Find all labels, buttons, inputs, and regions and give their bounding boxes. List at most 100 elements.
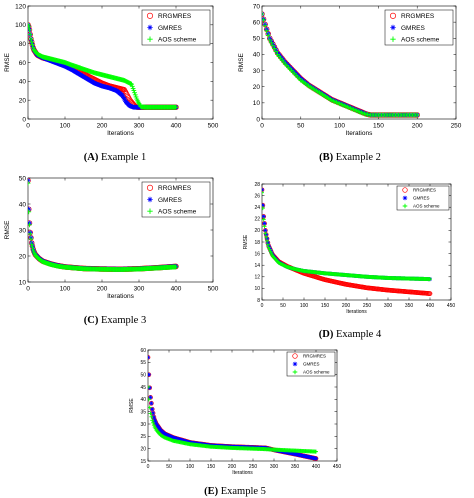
series-point [272, 46, 277, 52]
series-point [264, 235, 269, 240]
series-point [148, 372, 151, 377]
series-point [389, 12, 397, 19]
y-tick-label: 60 [19, 60, 27, 67]
chart-panel: 0 50 100 150 200 250 300 350 400 450 8 10 12 14 16 18 20… [243, 182, 455, 340]
data-series [262, 190, 432, 282]
x-tick-label: 200 [342, 303, 351, 309]
series-point [263, 231, 268, 236]
y-tick-label: 55 [140, 360, 146, 366]
series-point [130, 86, 136, 91]
y-tick-label: 50 [140, 372, 146, 378]
panel-caption: (C) Example 3 [84, 315, 146, 326]
series-point [150, 407, 155, 412]
series-point [262, 23, 268, 29]
y-tick-label: 28 [254, 182, 260, 188]
series-point [29, 241, 35, 247]
legend: RRGMRES GMRES AOS scheme [286, 351, 336, 377]
series-point [265, 32, 271, 38]
series-point [148, 385, 150, 389]
series-point [149, 401, 154, 406]
y-tick-label: 40 [253, 52, 261, 59]
series-point [146, 12, 154, 19]
legend-entry: AOS scheme [401, 36, 440, 43]
chart-panel: 0 100 200 300 400 500 0 20 40 60 80 100 120 Iteration… [4, 3, 219, 163]
series-point [173, 264, 179, 270]
series-point [148, 397, 151, 402]
caption-letter: (B) [319, 152, 334, 163]
series-point [265, 238, 270, 243]
caption-letter: (A) [84, 152, 99, 163]
series-point [133, 94, 139, 100]
x-tick-label: 150 [207, 464, 216, 470]
y-tick-label: 18 [254, 240, 260, 246]
x-tick-label: 50 [297, 123, 305, 130]
series-point [28, 236, 34, 242]
x-tick-label: 50 [280, 303, 286, 309]
series-point [269, 251, 274, 256]
series-point [402, 195, 408, 201]
series-point [262, 217, 266, 222]
x-tick-label: 250 [363, 303, 372, 309]
series-point [122, 89, 129, 96]
y-tick-label: 50 [19, 175, 27, 182]
series-point [148, 405, 152, 410]
y-axis-label: RMSE [4, 52, 11, 71]
series-point [265, 242, 270, 247]
series-point [148, 411, 153, 416]
series-point [28, 27, 32, 33]
x-tick-label: 300 [384, 303, 393, 309]
y-tick-label: 10 [19, 279, 27, 286]
series-point [28, 24, 32, 30]
series-point [147, 36, 153, 42]
x-tick-label: 100 [334, 123, 345, 130]
series-point [121, 87, 127, 93]
series-point [28, 206, 32, 212]
legend-entry: AOS scheme [303, 370, 330, 375]
series-point [292, 353, 298, 359]
x-tick-label: 400 [312, 464, 321, 470]
y-tick-label: 12 [254, 275, 260, 281]
x-tick-label: 450 [447, 303, 456, 309]
series-point [268, 40, 274, 46]
series-point [148, 355, 150, 360]
panel-caption: (A) Example 1 [84, 152, 146, 163]
y-tick-label: 30 [140, 422, 146, 428]
series-point [147, 24, 153, 31]
panel-caption: (B) Example 2 [319, 152, 381, 163]
caption-letter: (E) [204, 486, 219, 497]
legend-entry: GMRES [401, 25, 426, 32]
y-tick-label: 10 [254, 286, 260, 292]
series-point [147, 208, 153, 214]
series-point [402, 187, 408, 193]
legend: RRGMRES GMRES AOS scheme [384, 9, 454, 46]
x-tick-label: 100 [300, 303, 309, 309]
x-axis-label: Iterations [346, 130, 373, 137]
y-tick-label: 60 [140, 348, 146, 354]
series-point [265, 236, 270, 241]
series-point [268, 249, 273, 254]
legend: RRGMRES GMRES AOS scheme [141, 181, 211, 218]
series-point [314, 456, 318, 461]
y-tick-label: 30 [19, 227, 27, 234]
y-tick-label: 0 [256, 116, 260, 123]
legend-entry: RRGMRES [303, 354, 326, 359]
data-series [262, 11, 420, 118]
series-point [173, 104, 179, 110]
x-axis-label: Iterations [346, 309, 367, 315]
x-tick-label: 200 [228, 464, 237, 470]
x-tick-label: 200 [412, 123, 423, 130]
series-point [390, 24, 396, 31]
x-tick-label: 350 [291, 464, 300, 470]
x-tick-label: 150 [373, 123, 384, 130]
series-point [153, 420, 158, 425]
x-axis-label: Iterations [232, 470, 253, 476]
series-point [151, 415, 156, 420]
series-point [129, 81, 134, 87]
series-point [262, 206, 265, 211]
panel-caption: (E) Example 5 [204, 486, 266, 497]
y-tick-label: 70 [253, 3, 261, 10]
y-tick-label: 8 [257, 298, 260, 304]
y-tick-label: 20 [253, 84, 261, 91]
series-point [131, 88, 137, 93]
x-tick-label: 100 [60, 123, 71, 130]
